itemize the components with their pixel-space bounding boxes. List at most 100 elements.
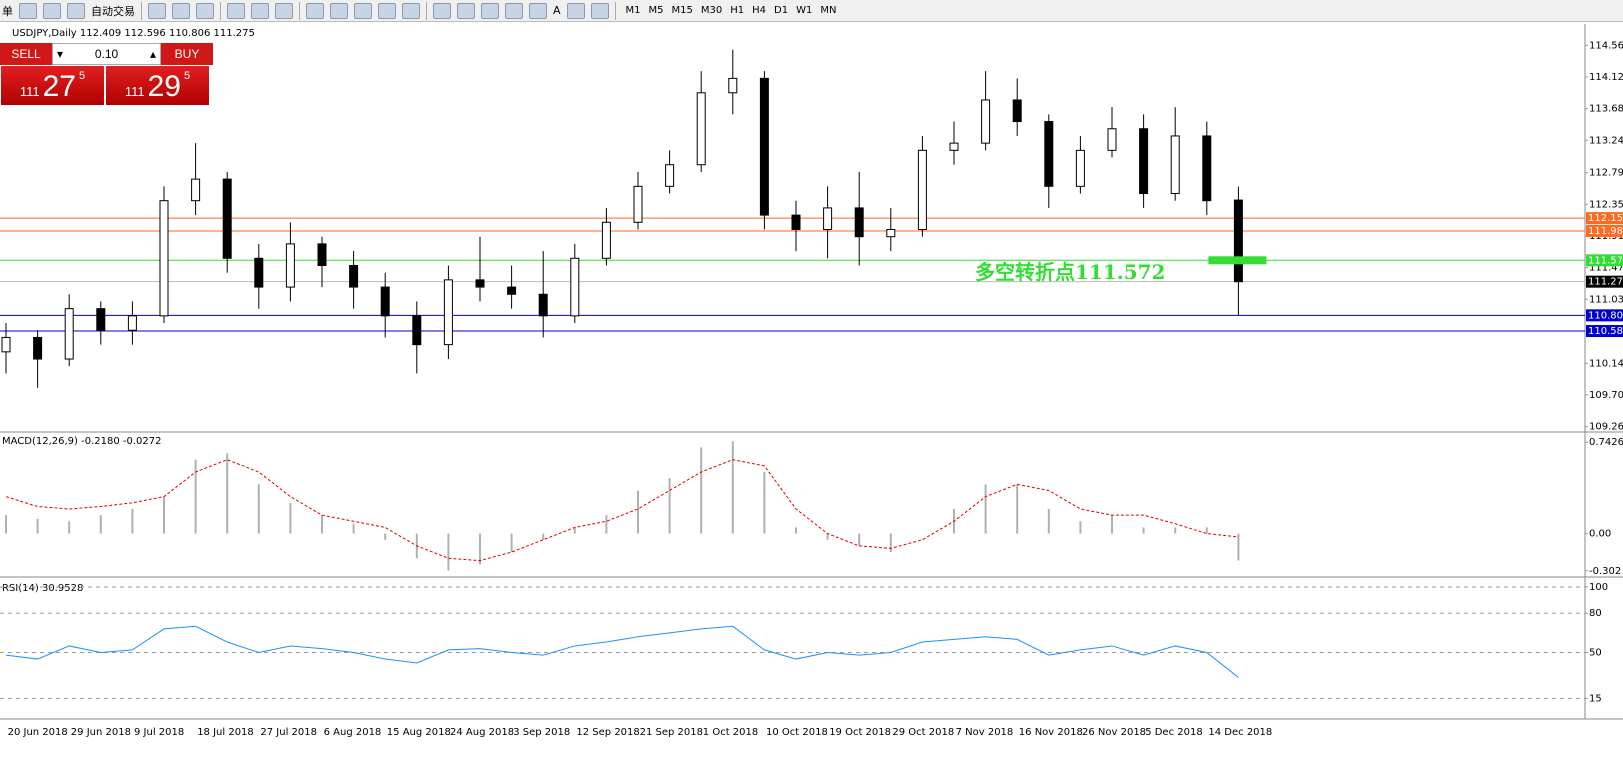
candle-body [191, 178, 201, 202]
chart-title: RSI(14) 30.9528 [2, 583, 83, 594]
icon[interactable] [505, 2, 523, 19]
x-tick-label: 18 Jul 2018 [197, 727, 254, 738]
icon[interactable] [402, 2, 420, 19]
icon[interactable] [433, 2, 451, 19]
icon[interactable] [43, 2, 61, 19]
level-label-bg [1586, 309, 1623, 322]
rsi-line [5, 625, 1239, 678]
level-label-bg [1586, 275, 1623, 288]
y-tick-label: 112.790 [1589, 168, 1623, 179]
period-button[interactable]: H1 [730, 5, 745, 16]
y-tick-label: 15 [1589, 693, 1602, 704]
candle-body [981, 99, 991, 144]
candle-body [380, 286, 390, 317]
spin[interactable]: ▴ [149, 47, 156, 61]
candle-body [886, 229, 896, 238]
icon[interactable] [196, 2, 214, 19]
lot-input[interactable]: ▾ 0.10 ▴ [52, 43, 161, 65]
x-tick-label: 19 Oct 2018 [829, 727, 891, 738]
period-button[interactable]: MN [820, 5, 837, 16]
y-tick-label: 114.120 [1589, 72, 1623, 83]
chart-title: USDJPY,Daily 112.409 112.596 110.806 111… [12, 28, 255, 39]
icon[interactable] [457, 2, 475, 19]
candle-body [1044, 121, 1054, 187]
icon[interactable] [251, 2, 269, 19]
candle-body [349, 264, 359, 288]
level-label-bg [1586, 325, 1623, 338]
candle-body [159, 200, 169, 317]
icon[interactable] [227, 2, 245, 19]
level-label: 110.807 [1588, 310, 1623, 321]
y-tick-label: 113.240 [1589, 135, 1623, 146]
level-label: 110.589 [1588, 326, 1623, 337]
x-tick-label: 20 Jun 2018 [8, 727, 68, 738]
period-button[interactable]: M1 [625, 5, 641, 16]
y-tick-label: 0.00 [1589, 529, 1611, 540]
candle-body [222, 178, 232, 259]
x-tick-label: 12 Sep 2018 [576, 727, 639, 738]
icon[interactable] [330, 2, 348, 19]
candle-body [412, 315, 422, 346]
separator [614, 1, 616, 20]
candle-body [96, 308, 106, 331]
menu[interactable]: 单 [2, 4, 13, 18]
period-button[interactable]: H4 [752, 5, 767, 16]
x-tick-label: 29 Jun 2018 [71, 727, 131, 738]
x-tick-label: 6 Aug 2018 [324, 727, 382, 738]
buy-price[interactable]: 111 29 5 [105, 65, 210, 106]
icon[interactable] [19, 2, 37, 19]
price-mid: 29 [147, 70, 181, 103]
candle-body [823, 207, 833, 231]
period-button[interactable]: M30 [700, 5, 723, 16]
candle-body [791, 214, 801, 231]
candle-body [254, 257, 264, 288]
annotation: 多空转折点111.572 [975, 260, 1165, 284]
x-tick-label: 21 Sep 2018 [640, 727, 703, 738]
icon[interactable] [566, 2, 585, 19]
spin[interactable]: ▾ [57, 47, 64, 61]
y-tick-label: 114.560 [1589, 40, 1623, 51]
x-tick-label: 24 Aug 2018 [450, 727, 514, 738]
period-button[interactable]: W1 [796, 5, 813, 16]
trade-panel: SELL ▾ 0.10 ▴ BUY 111 27 5 111 29 5 [0, 43, 213, 106]
x-tick-label: 27 Jul 2018 [260, 727, 317, 738]
icon[interactable] [172, 2, 190, 19]
buy-button[interactable]: BUY [161, 43, 213, 65]
candle-body [696, 92, 706, 166]
x-tick-label: 5 Dec 2018 [1145, 727, 1203, 738]
lot-value[interactable]: 0.10 [94, 47, 119, 61]
candle-body [538, 293, 548, 317]
candle-body [601, 221, 611, 259]
candle-body [917, 149, 927, 230]
y-tick-label: -0.302 [1589, 566, 1621, 577]
auto-trade-button[interactable]: 自动交易 [91, 4, 135, 18]
period-button[interactable]: M15 [671, 5, 693, 16]
icon[interactable] [481, 2, 499, 19]
candle-body [570, 257, 580, 317]
separator [426, 1, 427, 20]
icon[interactable] [378, 2, 396, 19]
separator [220, 1, 221, 20]
candle-body [1107, 128, 1117, 151]
icon[interactable] [590, 2, 609, 19]
icon[interactable] [275, 2, 293, 19]
y-tick-label: 0.7426 [1589, 437, 1623, 448]
period-button[interactable]: D1 [774, 5, 789, 16]
icon[interactable] [529, 2, 547, 19]
x-tick-label: 29 Oct 2018 [892, 727, 954, 738]
level-label: 112.158 [1588, 213, 1623, 224]
x-tick-label: 9 Jul 2018 [134, 727, 184, 738]
text-tool[interactable]: A [553, 4, 561, 17]
icon[interactable] [148, 2, 166, 19]
candle-body [728, 77, 738, 94]
sell-price[interactable]: 111 27 5 [0, 65, 105, 106]
chart-title: MACD(12,26,9) -0.2180 -0.0272 [2, 436, 162, 447]
level-label: 111.572 [1588, 255, 1623, 266]
y-tick-label: 50 [1589, 648, 1602, 659]
icon[interactable] [306, 2, 324, 19]
icon[interactable] [354, 2, 372, 19]
sell-button[interactable]: SELL [0, 43, 52, 65]
period-button[interactable]: M5 [648, 5, 664, 16]
icon[interactable] [67, 2, 85, 19]
